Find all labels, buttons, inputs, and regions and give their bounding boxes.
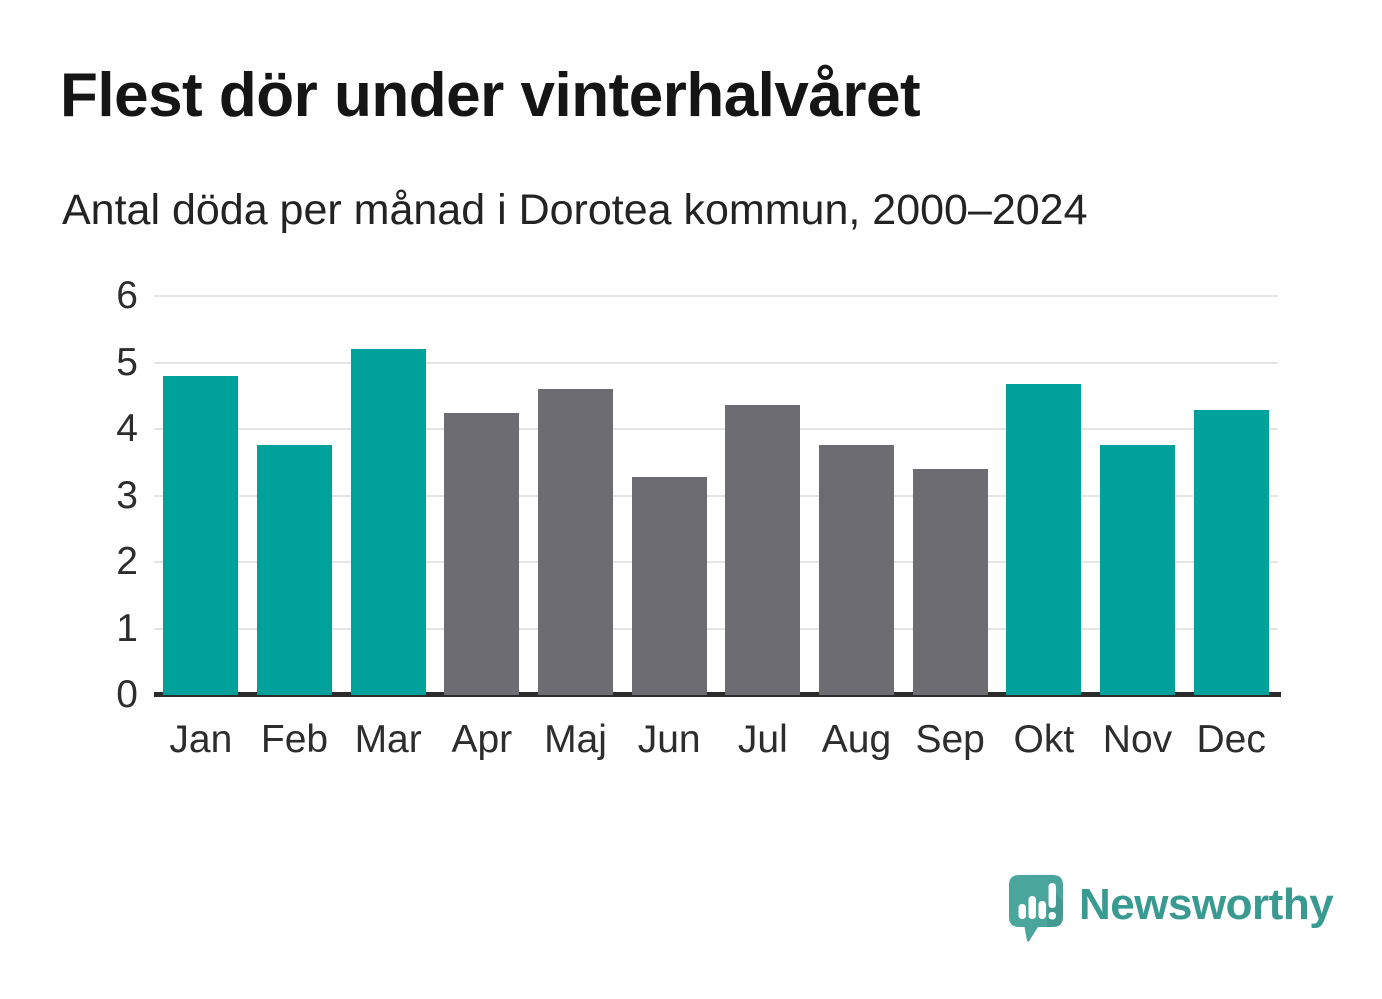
y-tick-label-3: 3 xyxy=(116,473,138,517)
x-tick-label-nov: Nov xyxy=(1102,718,1173,761)
x-axis-line xyxy=(154,692,1281,697)
chart-subtitle: Antal döda per månad i Dorotea kommun, 2… xyxy=(62,186,1088,234)
gridline-1 xyxy=(154,627,1278,630)
bar-jul xyxy=(725,405,801,695)
gridline-3 xyxy=(154,494,1278,497)
bar-feb xyxy=(257,444,332,695)
y-tick-label-5: 5 xyxy=(116,340,138,384)
x-tick-label-jul: Jul xyxy=(737,718,788,761)
gridline-6 xyxy=(154,295,1278,297)
bar-mar xyxy=(350,349,426,695)
chart-title: Flest dör under vinterhalvåret xyxy=(60,61,921,130)
bar-jun xyxy=(631,476,707,695)
bar-maj xyxy=(538,389,613,695)
bar-sep xyxy=(912,468,988,695)
x-tick-label-aug: Aug xyxy=(821,718,892,761)
x-tick-label-apr: Apr xyxy=(451,718,513,761)
y-tick-label-6: 6 xyxy=(116,274,138,317)
x-tick-label-mar: Mar xyxy=(354,718,422,761)
newsworthy-branding: Newsworthy xyxy=(1008,874,1334,946)
x-tick-label-jun: Jun xyxy=(637,718,701,761)
y-tick-label-0: 0 xyxy=(116,673,138,716)
x-tick-label-okt: Okt xyxy=(1013,718,1075,761)
y-tick-label-4: 4 xyxy=(116,407,138,450)
y-tick-label-2: 2 xyxy=(116,540,138,583)
x-tick-label-feb: Feb xyxy=(260,718,329,761)
bar-nov xyxy=(1100,444,1175,695)
bar-jan xyxy=(163,375,239,695)
bar-dec xyxy=(1193,410,1269,695)
x-tick-label-maj: Maj xyxy=(544,718,607,761)
x-tick-label-sep: Sep xyxy=(915,718,985,761)
gridline-5 xyxy=(154,361,1278,364)
x-tick-label-dec: Dec xyxy=(1196,718,1266,761)
plot-area xyxy=(154,295,1281,697)
newsworthy-logo-icon xyxy=(1009,875,1063,942)
bar-aug xyxy=(819,444,894,695)
newsworthy-logo-text: Newsworthy xyxy=(1079,880,1334,929)
x-tick-label-jan: Jan xyxy=(169,718,233,761)
gridline-4 xyxy=(154,428,1278,430)
y-tick-label-1: 1 xyxy=(116,606,138,650)
bar-okt xyxy=(1006,383,1082,695)
gridline-2 xyxy=(154,561,1278,563)
bar-apr xyxy=(444,413,520,695)
